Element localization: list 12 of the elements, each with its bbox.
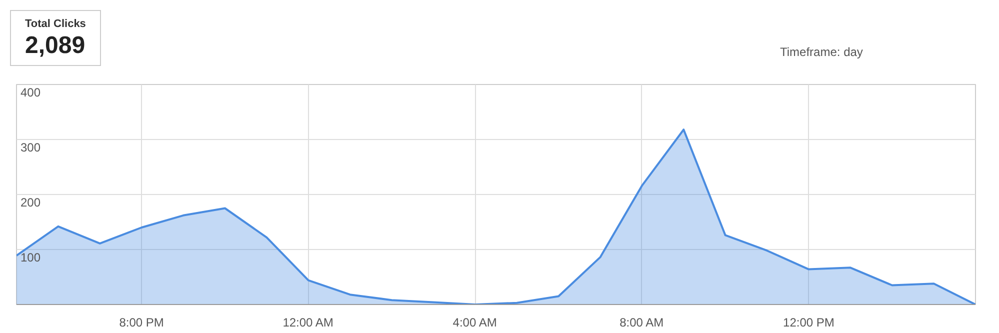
y-tick-label: 100: [20, 250, 41, 264]
text: Timeframe: day: [780, 44, 863, 61]
chart-subtitle: 2,089: [25, 32, 86, 59]
y-tick-label: 300: [20, 140, 41, 154]
y-tick-label: 200: [20, 196, 41, 210]
x-tick-label: 8:00 PM: [119, 316, 164, 330]
x-tick-label: 12:00 AM: [282, 316, 334, 330]
x-tick-label: 12:00 PM: [783, 316, 834, 330]
x-tick-label: 8:00 AM: [620, 316, 664, 330]
x-tick-label: 4:00 AM: [452, 316, 497, 330]
chart-title: Total Clicks: [25, 17, 86, 32]
y-tick-label: 400: [20, 86, 41, 100]
